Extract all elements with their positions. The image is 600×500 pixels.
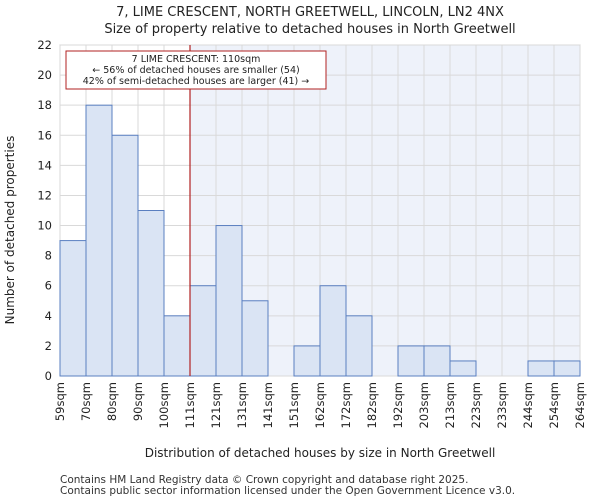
- bar-70sqm: [85, 104, 113, 377]
- y-tick-12: 12: [37, 188, 52, 202]
- annotation-line-2: ← 56% of detached houses are smaller (54…: [92, 65, 299, 76]
- x-tick-80sqm: 80sqm: [105, 382, 119, 421]
- bar-111sqm: [189, 285, 217, 377]
- bar-213sqm: [449, 360, 477, 377]
- x-axis-ticks: 59sqm 70sqm 80sqm 90sqm 100sqm 111sqm 121sqm 13…: [53, 382, 587, 428]
- y-tick-8: 8: [45, 249, 52, 263]
- y-tick-22: 22: [37, 38, 52, 52]
- x-tick-203sqm: 203sqm: [417, 382, 431, 428]
- y-tick-0: 0: [45, 369, 52, 383]
- bar-131sqm: [241, 300, 269, 377]
- y-axis-ticks: 0 2 4 6 8 10 12 14 16 18 20 22: [37, 38, 52, 383]
- x-tick-70sqm: 70sqm: [79, 382, 93, 421]
- x-tick-233sqm: 233sqm: [495, 382, 509, 428]
- x-tick-223sqm: 223sqm: [469, 382, 483, 428]
- annotation-box: 7 LIME CRESCENT: 110sqm ← 56% of detache…: [65, 50, 327, 90]
- x-tick-111sqm: 111sqm: [183, 382, 197, 428]
- footer-line-1: Contains HM Land Registry data © Crown c…: [60, 474, 468, 486]
- x-tick-213sqm: 213sqm: [443, 382, 457, 428]
- x-tick-121sqm: 121sqm: [209, 382, 223, 428]
- x-tick-131sqm: 131sqm: [235, 382, 249, 428]
- bar-244sqm: [527, 360, 555, 377]
- y-tick-18: 18: [37, 98, 52, 112]
- bar-121sqm: [215, 225, 243, 377]
- y-tick-2: 2: [45, 339, 52, 353]
- y-tick-6: 6: [45, 279, 52, 293]
- bar-90sqm: [137, 210, 165, 377]
- bar-151sqm: [293, 345, 321, 377]
- x-tick-90sqm: 90sqm: [131, 382, 145, 421]
- y-tick-16: 16: [37, 128, 52, 142]
- bar-59sqm: [59, 240, 87, 377]
- y-tick-4: 4: [45, 309, 52, 323]
- bars: [59, 104, 581, 377]
- x-tick-59sqm: 59sqm: [53, 382, 67, 421]
- x-tick-151sqm: 151sqm: [287, 382, 301, 428]
- x-tick-254sqm: 254sqm: [547, 382, 561, 428]
- x-tick-141sqm: 141sqm: [261, 382, 275, 428]
- x-tick-182sqm: 182sqm: [365, 382, 379, 428]
- x-tick-100sqm: 100sqm: [157, 382, 171, 428]
- x-tick-192sqm: 192sqm: [391, 382, 405, 428]
- footer-line-2: Contains public sector information licen…: [60, 485, 515, 497]
- annotation-rect: [65, 50, 327, 90]
- chart-title: 7, LIME CRESCENT, NORTH GREETWELL, LINCO…: [116, 5, 504, 20]
- bar-192sqm: [397, 345, 425, 377]
- y-tick-10: 10: [37, 219, 52, 233]
- x-tick-264sqm: 264sqm: [573, 382, 587, 428]
- annotation-line-3: 42% of semi-detached houses are larger (…: [83, 76, 310, 87]
- bar-203sqm: [423, 345, 451, 377]
- chart-subtitle: Size of property relative to detached ho…: [104, 22, 515, 37]
- x-axis-label: Distribution of detached houses by size …: [145, 446, 496, 460]
- y-tick-20: 20: [37, 68, 52, 82]
- bar-172sqm: [345, 315, 373, 377]
- annotation-line-1: 7 LIME CRESCENT: 110sqm: [132, 54, 261, 65]
- bar-162sqm: [319, 285, 347, 377]
- x-tick-162sqm: 162sqm: [313, 382, 327, 428]
- bar-100sqm: [163, 315, 191, 377]
- y-tick-14: 14: [37, 158, 52, 172]
- x-tick-244sqm: 244sqm: [521, 382, 535, 428]
- bar-254sqm: [553, 360, 581, 377]
- x-tick-172sqm: 172sqm: [339, 382, 353, 428]
- y-axis-label: Number of detached properties: [3, 136, 17, 325]
- bar-80sqm: [111, 134, 139, 377]
